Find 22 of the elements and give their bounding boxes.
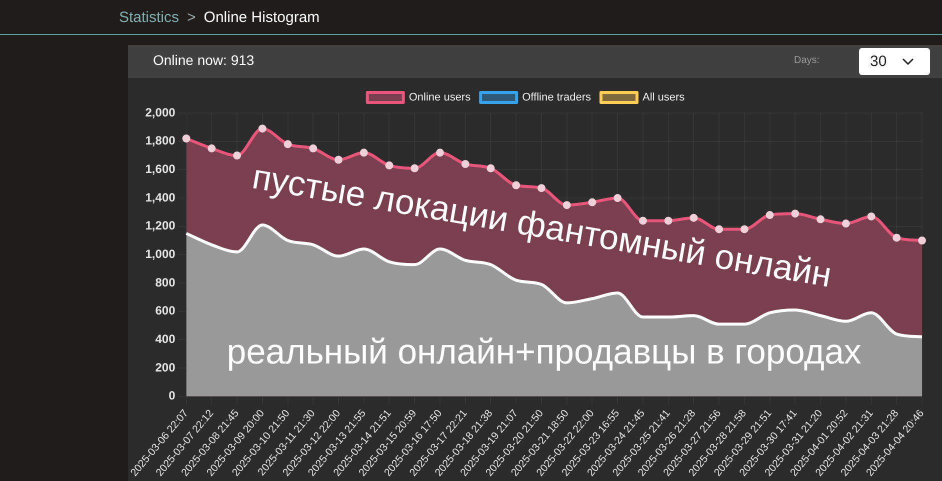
chart-title: Online Histogram <box>204 8 320 26</box>
annotation: реальный онлайн+продавцы в городах <box>226 332 862 372</box>
y-tick-label: 400 <box>155 332 176 346</box>
y-tick-label: 2,000 <box>145 105 176 120</box>
y-tick-label: 1,600 <box>145 162 176 176</box>
y-tick-label: 1,000 <box>145 247 176 262</box>
text: Statistics <box>119 8 180 26</box>
select-field: 30 <box>859 48 930 75</box>
legend-label: Offline traders <box>522 92 592 104</box>
text: > <box>187 8 196 26</box>
y-tick-label: 800 <box>155 275 176 290</box>
legend-label: All users <box>642 92 686 104</box>
legend-label: Online users <box>408 92 472 104</box>
chart-subtitle: Online now: 913 <box>153 52 254 68</box>
y-tick-label: 1,400 <box>145 190 176 204</box>
y-tick-label: 1,200 <box>145 218 176 233</box>
text: Days: <box>794 55 820 66</box>
y-tick-label: 0 <box>168 388 176 403</box>
y-tick-label: 1,800 <box>145 134 176 148</box>
y-tick-label: 200 <box>155 360 176 374</box>
annotation: пустые локации фантомный онлайн <box>250 157 834 295</box>
y-tick-label: 600 <box>155 304 176 318</box>
